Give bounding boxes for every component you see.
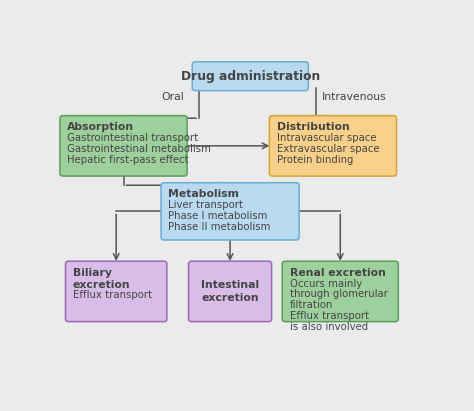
- Text: Efflux transport: Efflux transport: [73, 290, 152, 300]
- FancyBboxPatch shape: [189, 261, 272, 322]
- Text: Oral: Oral: [162, 92, 184, 102]
- Text: through glomerular: through glomerular: [290, 289, 387, 300]
- FancyBboxPatch shape: [65, 261, 167, 322]
- Text: Intestinal
excretion: Intestinal excretion: [201, 280, 259, 302]
- FancyBboxPatch shape: [269, 115, 396, 176]
- Text: Metabolism: Metabolism: [168, 189, 239, 199]
- Text: Liver transport: Liver transport: [168, 200, 243, 210]
- FancyBboxPatch shape: [282, 261, 398, 322]
- FancyBboxPatch shape: [192, 62, 308, 90]
- Text: is also involved: is also involved: [290, 321, 368, 332]
- Text: Intravascular space: Intravascular space: [277, 133, 376, 143]
- Text: Protein binding: Protein binding: [277, 155, 353, 165]
- Text: Gastrointestinal metabolism: Gastrointestinal metabolism: [67, 144, 211, 154]
- FancyBboxPatch shape: [60, 115, 187, 176]
- Text: Drug administration: Drug administration: [181, 70, 320, 83]
- Text: Efflux transport: Efflux transport: [290, 311, 369, 321]
- FancyBboxPatch shape: [161, 183, 299, 240]
- Text: Phase II metabolism: Phase II metabolism: [168, 222, 271, 232]
- Text: Distribution: Distribution: [277, 122, 349, 132]
- Text: filtration: filtration: [290, 300, 333, 310]
- Text: Biliary
excretion: Biliary excretion: [73, 268, 130, 290]
- Text: Intravenous: Intravenous: [322, 92, 387, 102]
- Text: Occurs mainly: Occurs mainly: [290, 279, 362, 289]
- Text: Renal excretion: Renal excretion: [290, 268, 385, 277]
- Text: Gastrointestinal transport: Gastrointestinal transport: [67, 133, 199, 143]
- Text: Absorption: Absorption: [67, 122, 135, 132]
- Text: Extravascular space: Extravascular space: [277, 144, 379, 154]
- Text: Hepatic first-pass effect: Hepatic first-pass effect: [67, 155, 189, 165]
- Text: Phase I metabolism: Phase I metabolism: [168, 211, 268, 221]
